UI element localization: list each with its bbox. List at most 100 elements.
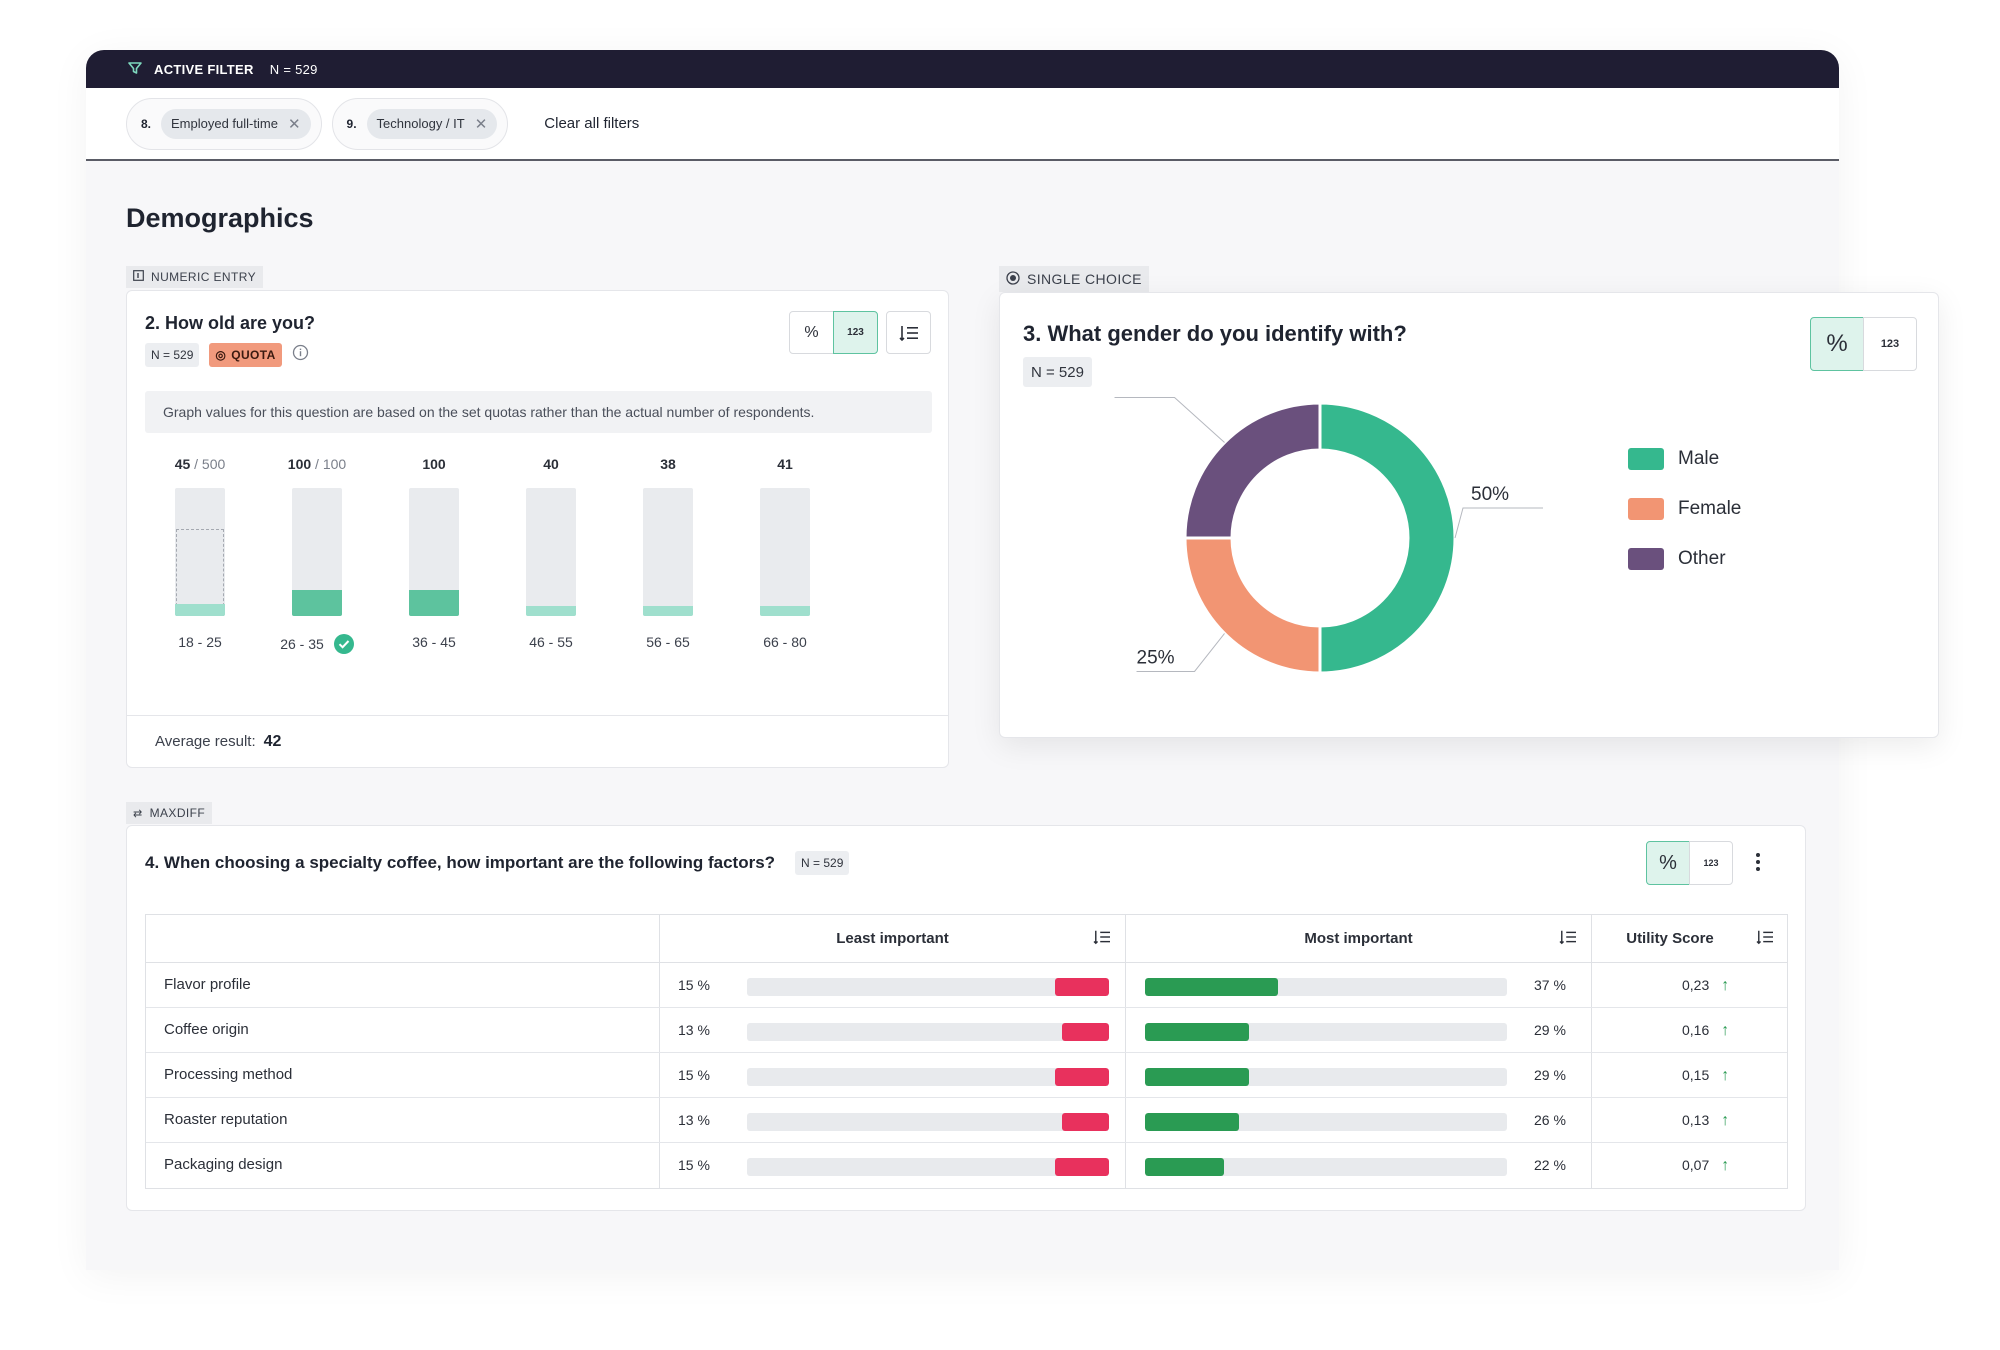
table-row: Coffee origin 13 % 29 % 0,16 ↑ (146, 1008, 1787, 1053)
most-important-bar (1145, 1023, 1249, 1041)
arrow-up-icon: ↑ (1721, 1022, 1730, 1039)
data-label-leader (1136, 633, 1225, 672)
age-bar (760, 606, 810, 616)
filter-chips-row: 8. Employed full-time ✕ 9. Technology / … (86, 88, 1839, 161)
most-important-track (1145, 978, 1507, 996)
column-header-least[interactable]: Least important (660, 915, 1125, 963)
least-important-track (747, 1023, 1109, 1041)
page-title: Demographics (126, 203, 314, 233)
legend-label: Other (1678, 548, 1726, 569)
age-question-badges: N = 529 ◎ QUOTA (145, 343, 309, 367)
age-bar-track (643, 488, 693, 616)
utility-score: 0,23 ↑ (1682, 977, 1729, 995)
donut-slice-male[interactable] (1318, 401, 1457, 675)
column-divider (659, 915, 660, 1188)
column-header-factor (146, 915, 659, 963)
close-icon[interactable]: ✕ (474, 115, 488, 133)
legend-swatch (1628, 448, 1664, 470)
percent-toggle-button[interactable]: % (789, 311, 834, 354)
legend-item-other: Other (1628, 548, 1726, 570)
least-important-bar (1055, 1068, 1109, 1086)
age-bar-track (526, 488, 576, 616)
age-max: / 100 (315, 456, 347, 472)
age-column-value: 41 (725, 456, 845, 472)
least-important-value: 15 % (678, 1067, 710, 1083)
numeric-entry-icon (133, 270, 144, 284)
maxdiff-header: 4. When choosing a specialty coffee, how… (145, 851, 850, 875)
maxdiff-view-toggle: % 123 (1646, 841, 1733, 885)
donut-data-label: 50% (1471, 484, 1509, 505)
count-toggle-button[interactable]: 123 (1863, 317, 1917, 371)
utility-score: 0,07 ↑ (1682, 1157, 1729, 1175)
legend-label: Female (1678, 498, 1742, 519)
filter-chip-group: 8. Employed full-time ✕ (126, 97, 322, 150)
age-bar (175, 604, 225, 616)
age-column-value: 100 / 100 (257, 456, 377, 472)
table-row: Processing method 15 % 29 % 0,15 ↑ (146, 1053, 1787, 1098)
column-header-label: Least important (836, 930, 949, 947)
age-question-card: 2. How old are you? N = 529 ◎ QUOTA % 12… (126, 290, 949, 768)
utility-score-value: 0,07 (1682, 1157, 1710, 1173)
donut-slice-other[interactable] (1183, 401, 1322, 540)
maxdiff-question-card: 4. When choosing a specialty coffee, how… (126, 825, 1806, 1211)
percent-toggle-button[interactable]: % (1810, 317, 1864, 371)
sort-icon[interactable] (1093, 929, 1111, 949)
column-header-utility[interactable]: Utility Score (1592, 915, 1788, 963)
least-important-track (747, 1158, 1109, 1176)
least-important-value: 13 % (678, 1112, 710, 1128)
legend-swatch (1628, 498, 1664, 520)
sort-button[interactable] (886, 311, 931, 354)
n-badge: N = 529 (145, 343, 200, 367)
age-bar (643, 606, 693, 616)
filter-chip[interactable]: Employed full-time ✕ (161, 108, 311, 139)
sort-icon[interactable] (1756, 929, 1774, 949)
utility-score-value: 0,13 (1682, 1112, 1710, 1128)
info-icon[interactable] (292, 344, 309, 366)
gender-question-card: 3. What gender do you identify with? N =… (999, 292, 1939, 738)
least-important-value: 15 % (678, 977, 710, 993)
more-options-button[interactable] (1755, 852, 1761, 877)
least-important-value: 15 % (678, 1157, 710, 1173)
quota-label: QUOTA (231, 348, 276, 362)
filter-icon (128, 61, 142, 78)
active-filter-count: N = 529 (269, 61, 318, 77)
count-toggle-button[interactable]: 123 (1689, 841, 1733, 885)
gender-view-toggle: % 123 (1810, 317, 1917, 371)
filter-chip-number: 8. (141, 116, 152, 131)
arrow-up-icon: ↑ (1721, 1112, 1730, 1129)
clear-all-filters-button[interactable]: Clear all filters (544, 115, 640, 132)
age-value: 41 (777, 456, 793, 472)
sort-icon[interactable] (1559, 929, 1577, 949)
most-important-track (1145, 1023, 1507, 1041)
filter-chip[interactable]: Technology / IT ✕ (366, 108, 498, 139)
least-important-bar (1062, 1113, 1109, 1131)
age-value: 100 (287, 456, 312, 472)
quota-icon: ◎ (215, 348, 227, 362)
filter-chip-label: Technology / IT (376, 116, 465, 131)
most-important-value: 37 % (1534, 977, 1566, 993)
gender-donut-chart: 50% 25% 25% (1115, 393, 1543, 675)
close-icon[interactable]: ✕ (287, 115, 301, 133)
percent-toggle-button[interactable]: % (1646, 841, 1690, 885)
factor-name: Flavor profile (164, 976, 251, 993)
age-bar-track (292, 488, 342, 616)
least-important-track (747, 1068, 1109, 1086)
utility-score-value: 0,16 (1682, 1022, 1710, 1038)
donut-slice-female[interactable] (1183, 536, 1322, 675)
active-filter-bar: ACTIVE FILTER N = 529 (86, 50, 1839, 88)
age-bar-track (175, 488, 225, 616)
column-header-most[interactable]: Most important (1126, 915, 1591, 963)
least-important-value: 13 % (678, 1022, 710, 1038)
single-choice-tag: SINGLE CHOICE (999, 266, 1149, 292)
gender-question-title: 3. What gender do you identify with? (1023, 321, 1407, 346)
count-toggle-button[interactable]: 123 (833, 311, 878, 354)
most-important-value: 29 % (1534, 1067, 1566, 1083)
app-window: ACTIVE FILTER N = 529 8. Employed full-t… (86, 50, 1939, 1270)
age-question-title: 2. How old are you? (145, 313, 316, 333)
quota-note: Graph values for this question are based… (145, 391, 932, 433)
n-badge: N = 529 (1023, 357, 1092, 387)
age-range: 56 - 65 (646, 634, 690, 650)
age-range-label: 46 - 55 (491, 634, 611, 650)
column-header-label: Most important (1304, 930, 1413, 947)
age-range-label: 18 - 25 (140, 634, 260, 650)
